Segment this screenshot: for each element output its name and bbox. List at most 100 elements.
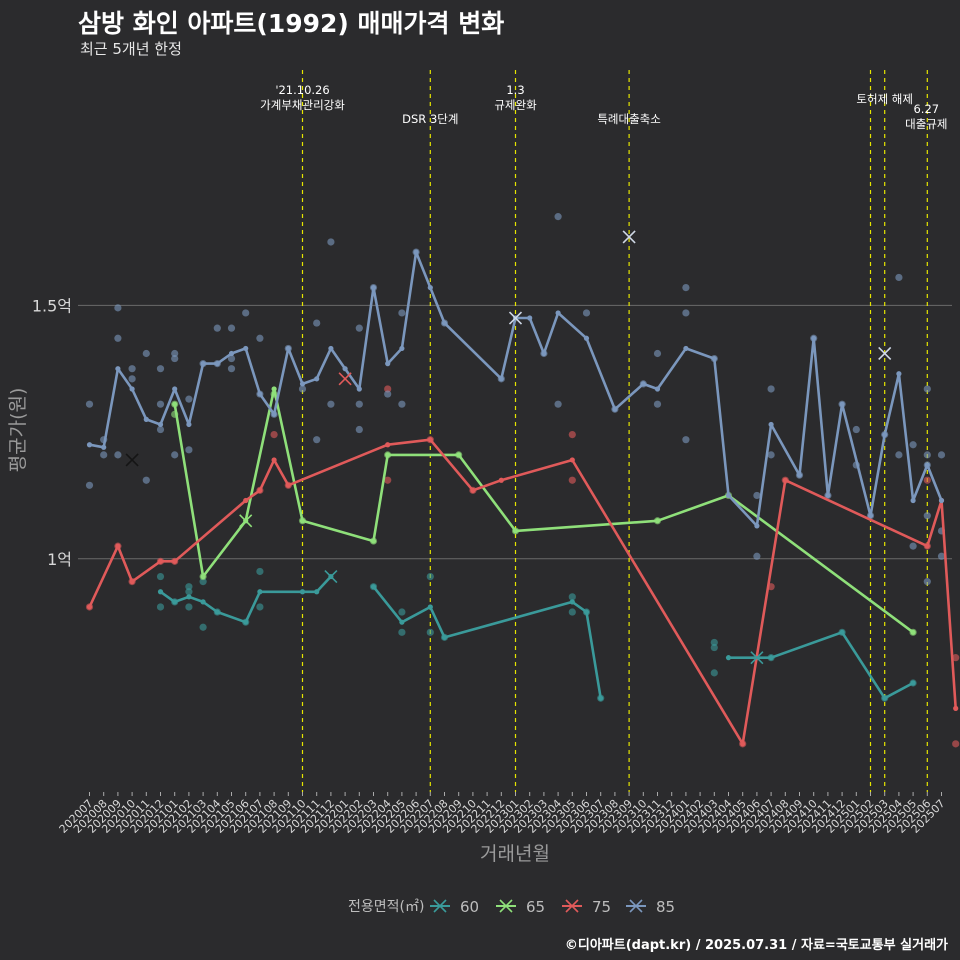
line-vertex-65	[910, 629, 916, 635]
legend-marker-65	[499, 899, 513, 913]
highlight-marker-85	[125, 453, 139, 467]
data-point-60	[185, 603, 193, 611]
line-vertex-85	[583, 335, 590, 341]
line-vertex-85	[839, 401, 845, 407]
data-point-85	[213, 324, 221, 332]
data-point-85	[128, 365, 136, 373]
line-vertex-85	[186, 421, 192, 428]
data-point-85	[171, 451, 179, 459]
line-vertex-85	[399, 345, 405, 352]
line-vertex-75	[257, 487, 263, 493]
data-point-85	[227, 324, 236, 332]
line-vertex-85	[811, 335, 817, 341]
line-vertex-60	[569, 599, 575, 605]
data-point-85	[142, 349, 150, 358]
event-label: 가계부채관리강화	[260, 98, 345, 112]
data-point-85	[653, 349, 662, 358]
line-vertex-85	[711, 355, 717, 362]
data-point-85	[327, 400, 335, 408]
line-vertex-60	[598, 695, 604, 701]
data-point-60	[185, 588, 193, 596]
data-point-75	[952, 740, 960, 748]
line-vertex-60	[299, 589, 306, 595]
legend-label-75: 75	[592, 898, 611, 916]
data-point-85	[923, 385, 931, 393]
line-vertex-65	[370, 538, 377, 544]
line-vertex-60	[725, 655, 732, 661]
legend-label-60: 60	[460, 898, 479, 916]
line-vertex-60	[441, 634, 448, 640]
event-label: 대출규제	[905, 117, 947, 131]
line-vertex-85	[896, 371, 902, 377]
data-point-85	[554, 213, 562, 221]
data-point-85	[156, 400, 165, 408]
line-vertex-85	[129, 386, 135, 392]
data-point-60	[710, 669, 718, 677]
line-vertex-60	[243, 619, 249, 625]
line-vertex-85	[754, 523, 760, 529]
data-point-85	[355, 425, 363, 434]
legend-marker-60	[433, 899, 447, 913]
data-point-75	[568, 476, 576, 484]
line-vertex-85	[541, 350, 547, 357]
data-point-60	[710, 643, 718, 652]
data-point-85	[227, 365, 236, 373]
line-vertex-85	[299, 381, 306, 387]
line-vertex-75	[498, 477, 504, 483]
data-point-85	[753, 491, 761, 500]
data-point-85	[909, 542, 917, 550]
data-point-85	[327, 238, 335, 246]
event-label: 6.27	[913, 102, 939, 116]
data-point-60	[256, 603, 264, 611]
line-vertex-60	[768, 655, 774, 661]
data-point-75	[923, 476, 931, 484]
data-point-60	[199, 578, 207, 586]
line-vertex-75	[115, 543, 121, 549]
line-vertex-85	[527, 315, 533, 321]
line-vertex-60	[910, 680, 916, 686]
line-vertex-85	[910, 497, 916, 504]
highlight-marker-65	[239, 514, 253, 528]
line-vertex-85	[612, 406, 618, 412]
line-vertex-60	[427, 604, 433, 610]
line-vertex-85	[413, 249, 419, 255]
line-vertex-65	[200, 573, 206, 580]
line-vertex-85	[101, 444, 107, 450]
line-vertex-60	[157, 589, 164, 595]
data-point-60	[156, 603, 165, 611]
x-axis-title: 거래년월	[480, 843, 550, 865]
line-vertex-85	[370, 284, 377, 291]
data-point-85	[313, 436, 321, 444]
data-point-85	[909, 441, 917, 449]
line-vertex-65	[172, 401, 178, 407]
line-vertex-75	[782, 477, 788, 483]
data-point-85	[682, 309, 690, 317]
line-vertex-85	[825, 492, 831, 499]
data-point-85	[142, 476, 150, 484]
line-vertex-85	[172, 386, 178, 392]
line-vertex-85	[768, 421, 774, 428]
line-vertex-75	[285, 482, 291, 488]
data-point-60	[398, 628, 406, 636]
data-point-60	[185, 583, 193, 591]
line-vertex-85	[228, 350, 235, 357]
line-vertex-85	[867, 513, 874, 519]
line-vertex-85	[796, 472, 803, 478]
line-vertex-85	[314, 376, 320, 382]
highlight-marker-60	[750, 651, 764, 665]
data-point-85	[937, 552, 946, 560]
legend-label-85: 85	[656, 898, 675, 916]
event-label: DSR 3단계	[402, 112, 458, 126]
data-point-85	[171, 354, 179, 363]
data-point-85	[185, 395, 193, 403]
line-vertex-75	[129, 579, 135, 585]
line-vertex-65	[299, 518, 306, 524]
line-vertex-85	[285, 345, 291, 352]
data-point-60	[426, 572, 434, 581]
data-point-85	[923, 512, 931, 520]
data-point-75	[384, 385, 392, 393]
data-point-85	[156, 365, 165, 373]
line-vertex-60	[399, 619, 405, 625]
data-point-75	[952, 654, 960, 662]
data-point-60	[426, 628, 434, 636]
